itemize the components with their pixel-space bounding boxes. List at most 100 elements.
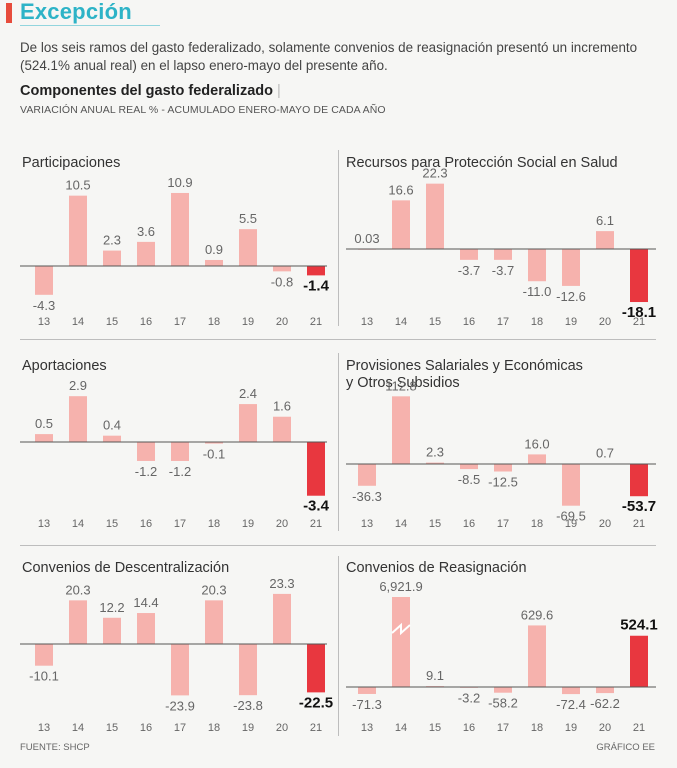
bar-18 xyxy=(528,625,546,687)
x-tick-label-16: 16 xyxy=(140,316,152,328)
title-accent-mark xyxy=(6,3,12,23)
bar-21 xyxy=(630,249,648,303)
chart-title: Aportaciones xyxy=(22,358,107,374)
bar-21 xyxy=(307,644,325,693)
x-tick-label-20: 20 xyxy=(276,316,288,328)
x-tick-label-17: 17 xyxy=(174,316,186,328)
value-label-18: 629.6 xyxy=(521,607,554,622)
header: Excepción xyxy=(0,0,677,27)
bar-21 xyxy=(630,635,648,687)
value-label-18: -11.0 xyxy=(523,284,552,299)
bar-19 xyxy=(239,644,257,696)
bar-13 xyxy=(35,434,53,442)
bar-17 xyxy=(171,644,189,696)
bar-16 xyxy=(460,464,478,470)
x-tick-label-20: 20 xyxy=(599,316,611,328)
value-label-17: -23.9 xyxy=(165,698,195,713)
bar-13 xyxy=(35,266,53,295)
bar-19 xyxy=(562,464,580,506)
value-label-19: -69.5 xyxy=(556,509,586,524)
bar-20 xyxy=(596,687,614,694)
bar-18 xyxy=(528,454,546,464)
x-tick-label-17: 17 xyxy=(497,316,509,328)
x-tick-label-13: 13 xyxy=(361,316,373,328)
bar-16 xyxy=(137,613,155,644)
bar-14 xyxy=(392,200,410,249)
value-label-14: 112.8 xyxy=(385,378,417,393)
value-label-14: 6,921.9 xyxy=(379,579,422,594)
chart-title-line2: y Otros Subsidios xyxy=(346,375,460,391)
value-label-18: 20.3 xyxy=(201,582,226,597)
x-tick-label-18: 18 xyxy=(208,518,220,530)
value-label-13: -4.3 xyxy=(33,298,55,313)
x-tick-label-13: 13 xyxy=(38,722,50,734)
chart-title: Provisiones Salariales y Económicas xyxy=(346,358,583,374)
value-label-13: -71.3 xyxy=(352,697,382,712)
value-label-13: -36.3 xyxy=(352,489,382,504)
x-tick-label-19: 19 xyxy=(565,518,577,530)
value-label-20: 1.6 xyxy=(273,399,291,414)
x-tick-label-19: 19 xyxy=(565,316,577,328)
x-tick-label-16: 16 xyxy=(463,316,475,328)
value-label-21: -1.4 xyxy=(303,277,330,294)
value-label-14: 2.9 xyxy=(69,378,87,393)
bar-19 xyxy=(562,249,580,286)
value-label-21: -18.1 xyxy=(622,304,656,321)
x-tick-label-17: 17 xyxy=(174,722,186,734)
x-tick-label-21: 21 xyxy=(310,518,322,530)
x-tick-label-15: 15 xyxy=(106,722,118,734)
x-tick-label-15: 15 xyxy=(106,316,118,328)
bar-19 xyxy=(239,229,257,266)
bar-13 xyxy=(358,464,376,486)
value-label-18: -0.1 xyxy=(203,447,225,462)
bar-17 xyxy=(494,687,512,693)
graphic-credit: GRÁFICO EE xyxy=(596,742,655,753)
bar-15 xyxy=(426,462,444,464)
bar-18 xyxy=(205,442,223,444)
value-label-16: -3.7 xyxy=(458,263,480,278)
value-label-14: 10.5 xyxy=(65,178,90,193)
value-label-15: 9.1 xyxy=(426,668,444,683)
bar-15 xyxy=(103,435,121,442)
x-tick-label-18: 18 xyxy=(531,722,543,734)
value-label-16: 3.6 xyxy=(137,224,155,239)
bar-16 xyxy=(460,249,478,260)
x-tick-label-20: 20 xyxy=(276,518,288,530)
value-label-15: 2.3 xyxy=(103,233,121,248)
chart-group-title-separator: | xyxy=(277,83,281,99)
bar-17 xyxy=(494,464,512,472)
bar-21 xyxy=(307,266,325,276)
value-label-14: 16.6 xyxy=(388,182,413,197)
value-label-16: -3.2 xyxy=(458,690,480,705)
value-label-19: 5.5 xyxy=(239,211,257,226)
value-label-20: -0.8 xyxy=(271,274,293,289)
column-divider-2 xyxy=(338,353,339,531)
source-note: FUENTE: SHCP xyxy=(20,742,90,753)
x-tick-label-21: 21 xyxy=(633,518,645,530)
x-tick-label-21: 21 xyxy=(310,722,322,734)
value-label-19: -72.4 xyxy=(556,697,586,712)
bar-14 xyxy=(392,396,410,464)
chart-group-title-text: Componentes del gasto federalizado xyxy=(20,83,273,99)
value-label-15: 12.2 xyxy=(99,600,124,615)
bar-16 xyxy=(137,442,155,461)
value-label-15: 22.3 xyxy=(422,166,447,181)
bar-21 xyxy=(307,442,325,496)
x-tick-label-14: 14 xyxy=(395,518,407,530)
x-tick-label-17: 17 xyxy=(497,518,509,530)
row-divider-1 xyxy=(20,339,656,340)
value-label-16: 14.4 xyxy=(133,595,158,610)
x-tick-label-17: 17 xyxy=(497,722,509,734)
bar-20 xyxy=(273,593,291,644)
x-tick-label-20: 20 xyxy=(276,722,288,734)
x-tick-label-19: 19 xyxy=(242,518,254,530)
value-label-20: -62.2 xyxy=(590,696,620,711)
value-label-15: 2.3 xyxy=(426,445,444,460)
value-label-18: 0.9 xyxy=(205,242,223,257)
bar-18 xyxy=(205,600,223,644)
value-label-21: -22.5 xyxy=(299,694,333,711)
x-tick-label-14: 14 xyxy=(395,316,407,328)
chart-group-title: Componentes del gasto federalizado | xyxy=(20,83,281,99)
